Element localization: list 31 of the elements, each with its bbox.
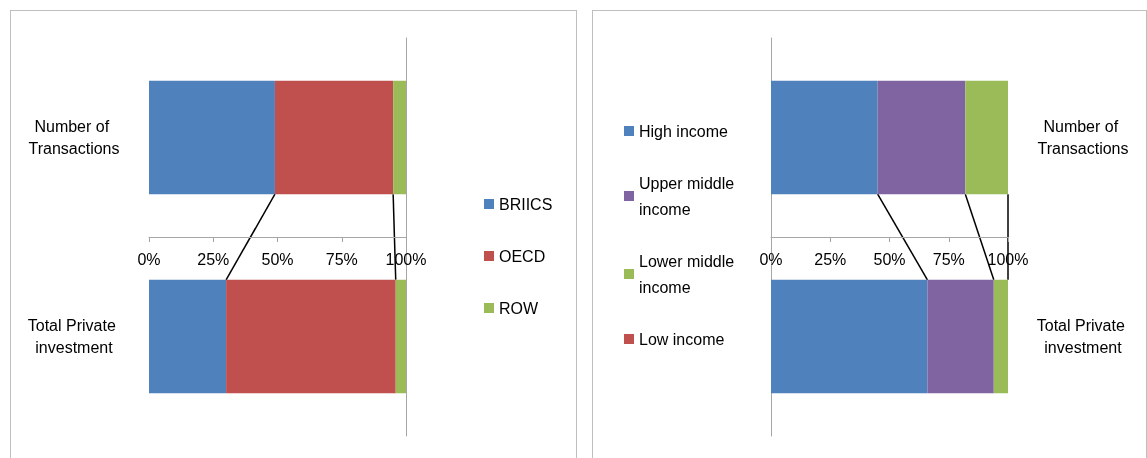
bar bbox=[149, 279, 227, 394]
legend-label: OECD bbox=[499, 247, 546, 265]
x-tick-label: 0% bbox=[137, 250, 161, 268]
x-tick-label: 75% bbox=[325, 250, 358, 268]
legend-label: Lower middle income bbox=[639, 252, 739, 296]
bar bbox=[993, 279, 1008, 394]
legend-label: Upper middle income bbox=[639, 174, 739, 218]
legend-label: Low income bbox=[639, 330, 725, 348]
y-tick-label: Number of Transactions bbox=[1037, 118, 1129, 157]
bar bbox=[771, 80, 878, 195]
legend-label: ROW bbox=[499, 299, 539, 317]
bar bbox=[393, 80, 406, 195]
x-tick-label: 75% bbox=[932, 250, 965, 268]
x-tick-label: 50% bbox=[261, 250, 294, 268]
bar bbox=[274, 80, 394, 195]
bar bbox=[877, 80, 966, 195]
y-tick-label: Total Private investment bbox=[1036, 317, 1130, 356]
legend-label: High income bbox=[639, 122, 729, 140]
y-tick-label: Total Private investment bbox=[27, 317, 121, 356]
x-tick-label: 50% bbox=[873, 250, 906, 268]
bar bbox=[226, 279, 396, 394]
bar bbox=[395, 279, 406, 394]
y-tick-label: Number of Transactions bbox=[28, 118, 120, 157]
legend-label: BRIICS bbox=[499, 195, 553, 213]
bar bbox=[927, 279, 994, 394]
x-tick-label: 25% bbox=[814, 250, 847, 268]
bar bbox=[149, 80, 275, 195]
bar bbox=[965, 80, 1008, 195]
x-tick-label: 0% bbox=[759, 250, 783, 268]
bar bbox=[771, 279, 928, 394]
x-tick-label: 25% bbox=[197, 250, 230, 268]
